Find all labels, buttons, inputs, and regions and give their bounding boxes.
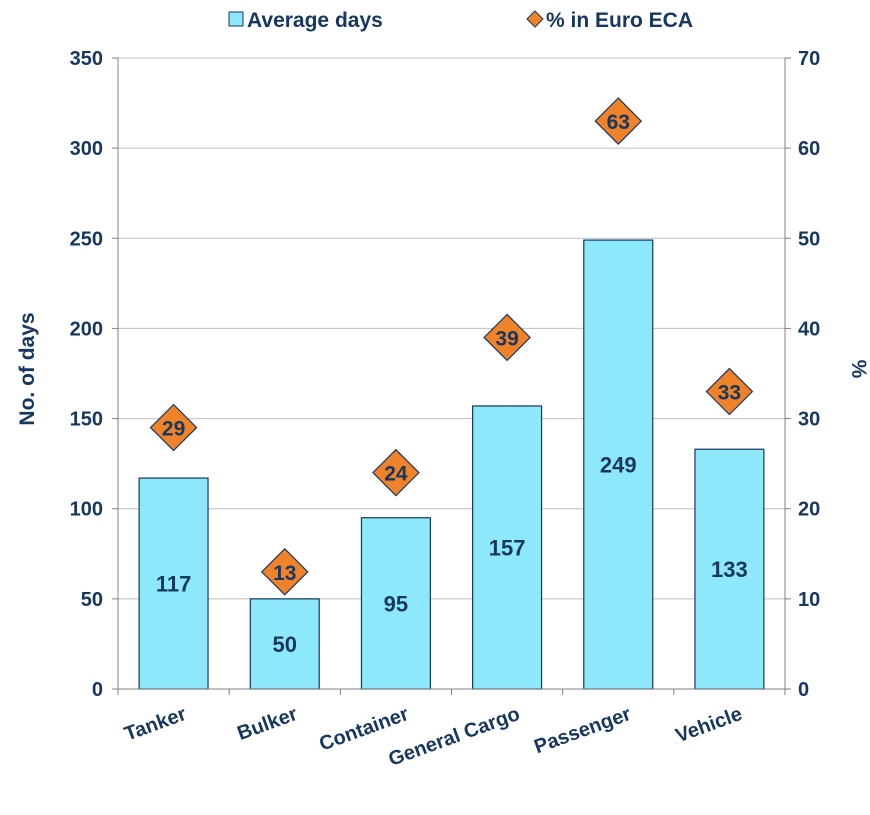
marker-value-label: 29 — [162, 418, 185, 441]
marker-value-label: 63 — [607, 111, 630, 134]
y-tick-label: 200 — [70, 318, 103, 340]
y2-tick-label: 40 — [798, 318, 820, 340]
bars: 117 50 95 157 249 133 — [138, 239, 765, 690]
marker-general-cargo — [483, 313, 531, 362]
bar-vehicle — [694, 448, 765, 690]
marker-vehicle — [705, 367, 754, 416]
y-tick-label: 350 — [70, 48, 103, 70]
y2-tick-label: 60 — [798, 138, 820, 160]
marker-tanker — [149, 403, 198, 452]
marker-value-label: 24 — [384, 463, 408, 486]
markers: 29 13 24 39 63 33 — [149, 97, 754, 596]
category-label: Tanker — [122, 703, 190, 746]
y-tick-label: 250 — [70, 228, 103, 250]
bar-container — [360, 517, 431, 690]
bar-value-label: 50 — [273, 632, 297, 657]
y2-tick-label: 20 — [798, 499, 820, 521]
y2-tick-label: 50 — [798, 228, 820, 250]
y-tick-label: 50 — [81, 589, 103, 611]
y2-axis-title: % — [847, 360, 870, 379]
legend-label-average-days: Average days — [247, 9, 383, 32]
bar-general-cargo — [472, 405, 543, 690]
y2-tick-label: 70 — [798, 48, 820, 70]
bar-value-label: 95 — [384, 591, 408, 616]
marker-bulker — [260, 547, 309, 596]
tick-labels: 0 50 100 150 200 250 300 350 0 10 20 30 40 50 60 70 — [70, 48, 821, 701]
category-label: Bulker — [234, 703, 300, 745]
legend: Average days % in Euro ECA — [228, 9, 693, 32]
bar-value-label: 117 — [156, 572, 192, 597]
category-label: Vehicle — [673, 703, 745, 747]
bar-value-label: 249 — [600, 453, 637, 478]
category-label: Passenger — [531, 703, 634, 758]
bar-bulker — [249, 598, 320, 690]
y-tick-label: 300 — [70, 138, 103, 160]
marker-value-label: 13 — [273, 562, 296, 585]
bar-passenger — [583, 239, 654, 690]
y-tick-label: 150 — [70, 409, 103, 431]
y2-tick-label: 0 — [798, 679, 809, 701]
bar-value-label: 133 — [711, 557, 748, 582]
marker-container — [372, 448, 420, 497]
legend-swatch-euro-eca — [526, 10, 544, 28]
marker-value-label: 39 — [495, 327, 518, 350]
y-tick-label: 100 — [70, 499, 103, 521]
gridlines — [118, 57, 785, 600]
y2-tick-label: 10 — [798, 589, 820, 611]
y-axis-title: No. of days — [16, 312, 39, 425]
legend-swatch-average-days — [228, 11, 244, 27]
axes — [112, 57, 791, 695]
bar-value-label: 157 — [489, 535, 526, 560]
y2-tick-label: 30 — [798, 409, 820, 431]
y-tick-label: 0 — [92, 679, 103, 701]
marker-passenger — [594, 97, 643, 145]
marker-value-label: 33 — [718, 382, 741, 405]
legend-label-euro-eca: % in Euro ECA — [546, 9, 693, 32]
